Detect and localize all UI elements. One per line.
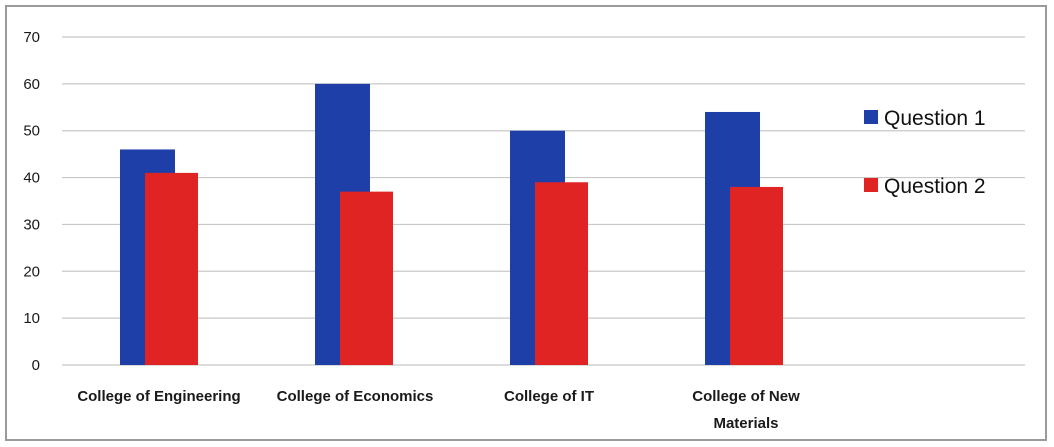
legend: Question 1 Question 2 bbox=[864, 107, 986, 198]
y-axis-tick-labels: 0 10 20 30 40 50 60 70 bbox=[23, 29, 40, 374]
y-tick-label: 60 bbox=[23, 76, 40, 93]
bar-question-2 bbox=[535, 182, 588, 365]
bars bbox=[120, 83, 783, 365]
legend-swatch bbox=[864, 110, 878, 124]
x-axis-category-labels: College of Engineering College of Economi… bbox=[77, 388, 800, 432]
y-tick-label: 50 bbox=[23, 123, 40, 140]
y-tick-label: 0 bbox=[32, 357, 40, 374]
bar-question-2 bbox=[340, 191, 393, 365]
y-tick-label: 40 bbox=[23, 170, 40, 187]
x-category-label: Materials bbox=[713, 415, 778, 432]
legend-label: Question 1 bbox=[884, 107, 986, 130]
y-tick-label: 30 bbox=[23, 216, 40, 233]
legend-swatch bbox=[864, 178, 878, 192]
bar-question-2 bbox=[730, 186, 783, 365]
bar-question-2 bbox=[145, 172, 198, 365]
y-tick-label: 10 bbox=[23, 310, 40, 327]
x-category-label: College of New bbox=[692, 388, 800, 405]
x-category-label: College of Engineering bbox=[77, 388, 240, 405]
y-tick-label: 70 bbox=[23, 29, 40, 46]
x-category-label: College of Economics bbox=[277, 388, 434, 405]
y-tick-label: 20 bbox=[23, 263, 40, 280]
x-category-label: College of IT bbox=[504, 388, 594, 405]
legend-label: Question 2 bbox=[884, 175, 986, 198]
